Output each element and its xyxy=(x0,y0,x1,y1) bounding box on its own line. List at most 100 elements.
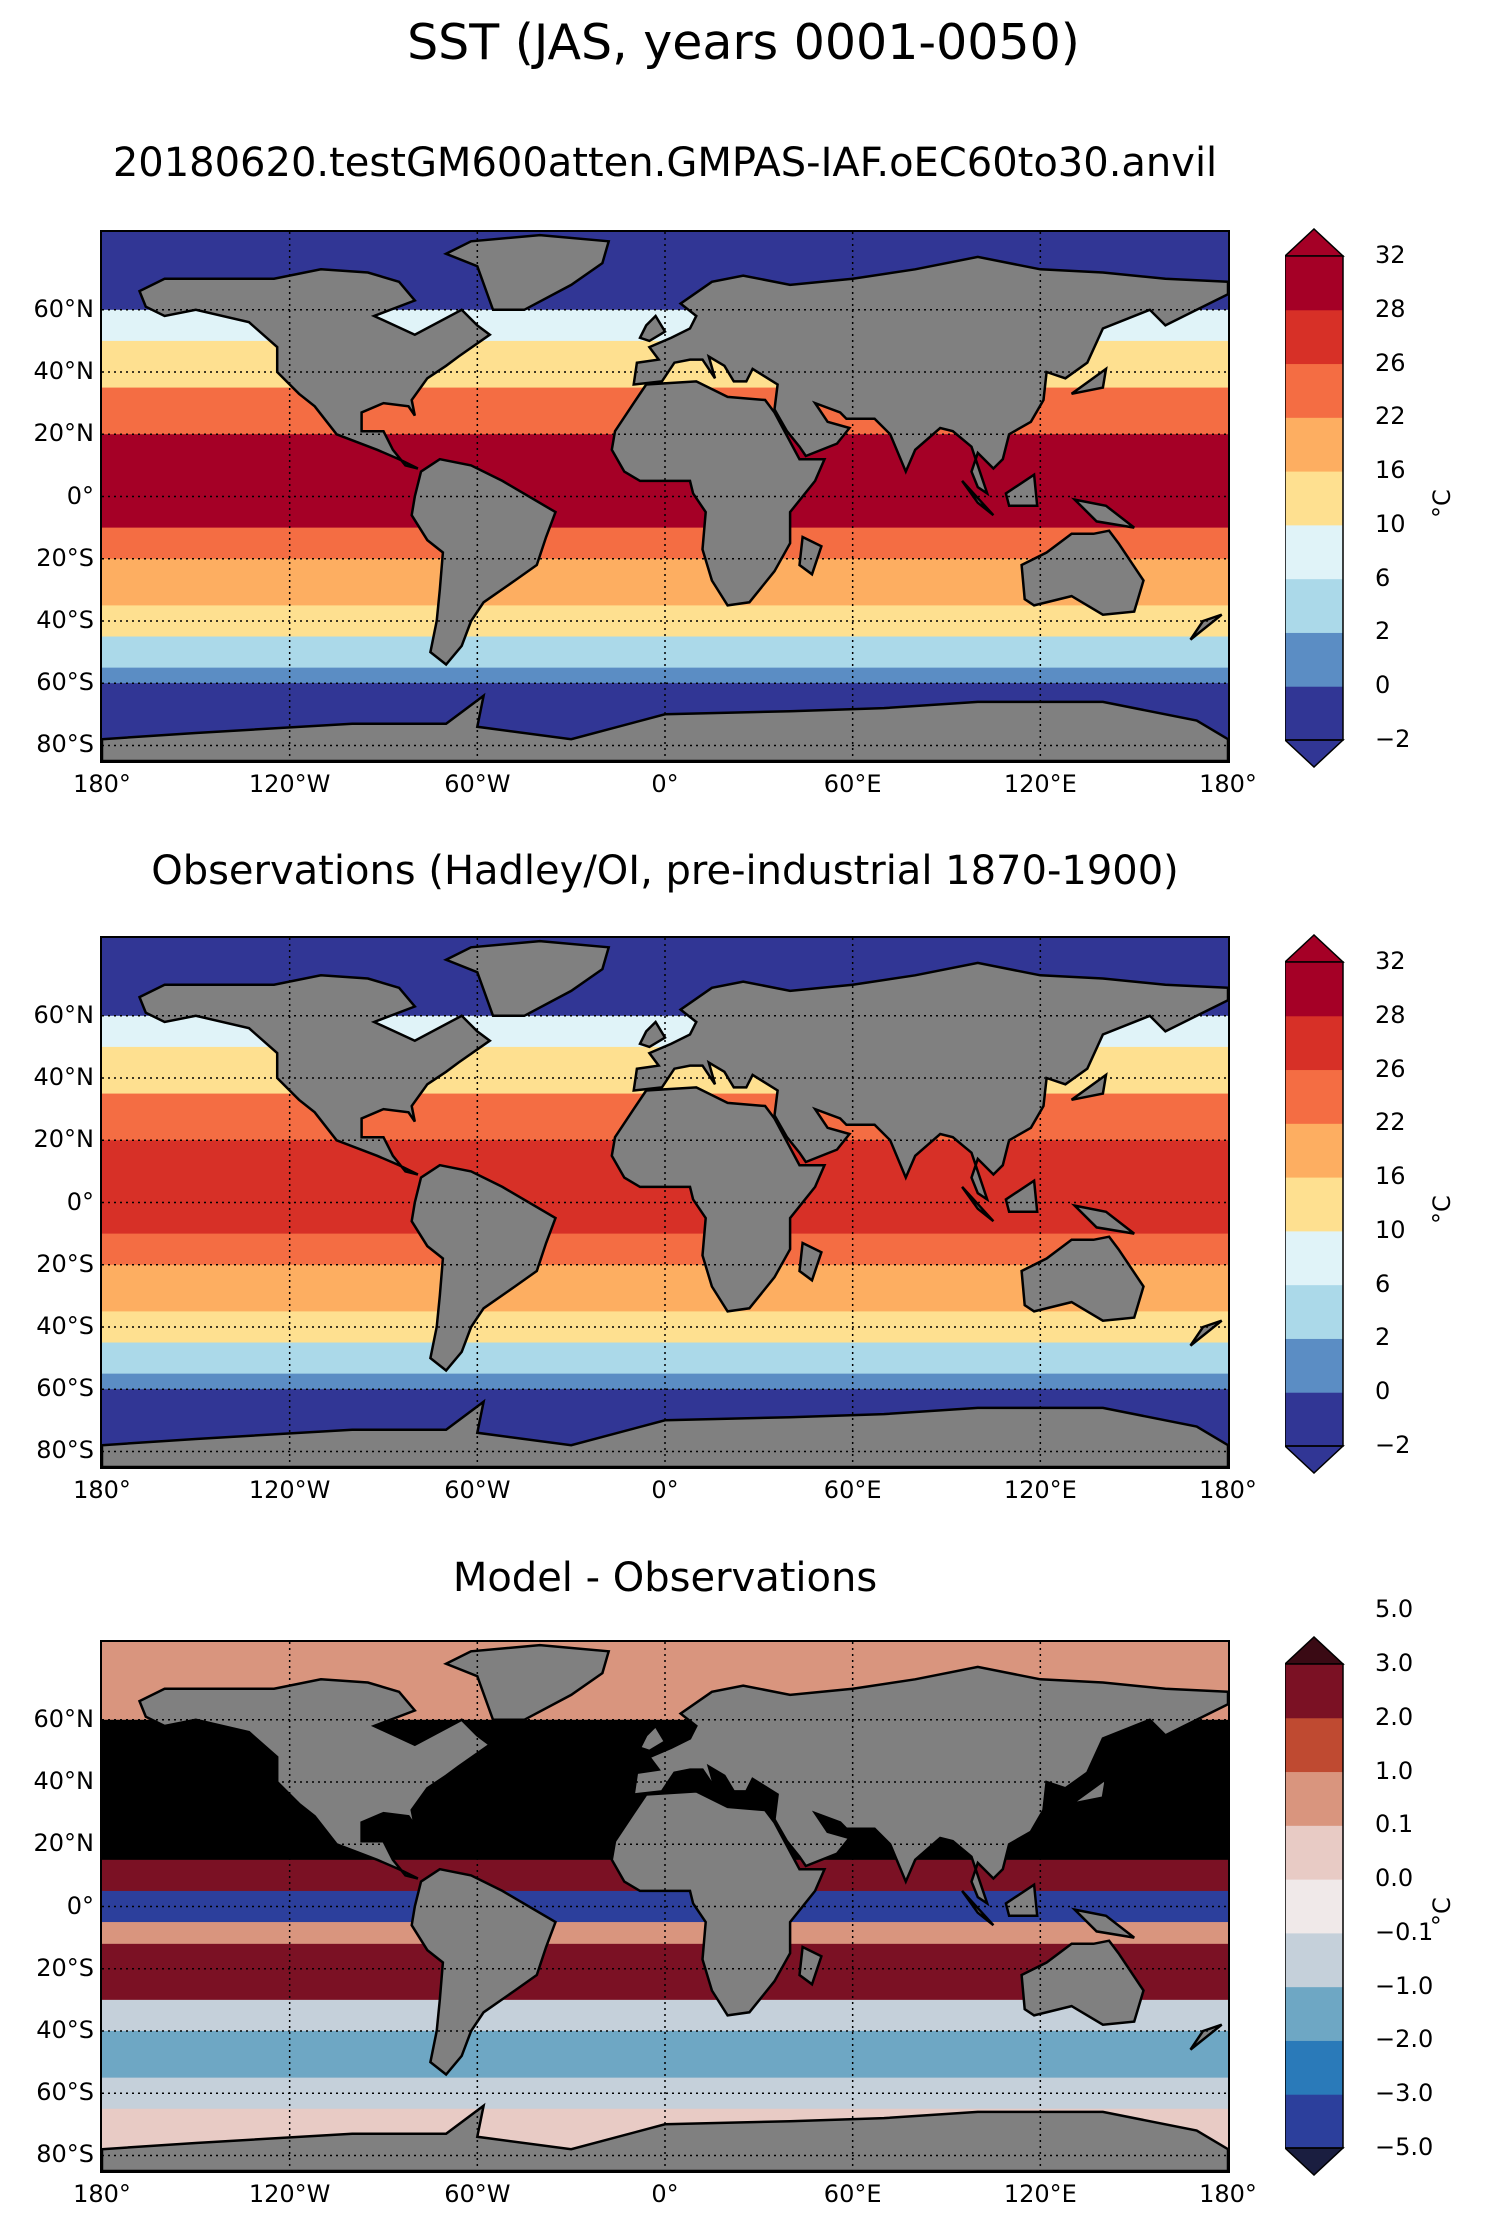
landmass-4 xyxy=(632,961,1228,1203)
landmass-7 xyxy=(961,1890,995,1927)
y-tick-label: 60°N xyxy=(33,294,95,323)
landmass-5 xyxy=(1020,1939,1145,2026)
colorbar-extend-high xyxy=(1283,227,1345,257)
colorbar-tick-label: 6 xyxy=(1375,1269,1391,1298)
colorbar-tick-label: 26 xyxy=(1375,348,1406,377)
colorbar-segment xyxy=(1285,1825,1343,1880)
colorbar-tick-label: −2 xyxy=(1375,1431,1411,1459)
colorbar-tick-label: 28 xyxy=(1375,294,1406,323)
colorbar-diff-svg xyxy=(1283,1635,1345,2177)
colorbar-segment xyxy=(1285,1664,1343,1719)
colorbar-segment xyxy=(1285,962,1343,1017)
landmass-10 xyxy=(798,1945,823,1987)
x-tick-label: 120°E xyxy=(1003,770,1077,798)
landmass-1 xyxy=(410,1867,558,2077)
landmass-9 xyxy=(1070,1203,1135,1235)
x-tick-label: 0° xyxy=(651,770,679,798)
colorbar-tick-label: −1.0 xyxy=(1375,1971,1434,2000)
colorbar-extend-low xyxy=(1283,1445,1345,1475)
colorbar-segment xyxy=(1285,524,1343,580)
colorbar-segment xyxy=(1285,1230,1343,1286)
y-tick-label: 60°S xyxy=(36,668,94,697)
x-tick-label: 180° xyxy=(1199,1476,1257,1504)
y-tick-label: 20°S xyxy=(36,543,94,572)
landmass-2 xyxy=(443,1643,611,1722)
colorbar-extend-low xyxy=(1283,2147,1345,2177)
landmass-8 xyxy=(1004,1178,1039,1214)
x-tick-label: 180° xyxy=(1199,770,1257,798)
x-tick-label: 120°E xyxy=(1003,1476,1077,1504)
y-tick-label: 60°N xyxy=(33,1000,95,1029)
colorbar-model-svg xyxy=(1283,227,1345,769)
landmass-8 xyxy=(1004,1882,1039,1918)
panel-title-model: 20180620.testGM600atten.GMPAS-IAF.oEC60t… xyxy=(112,140,1218,186)
colorbar-tick-label: 32 xyxy=(1375,241,1406,269)
colorbar-tick-label: 6 xyxy=(1375,563,1391,592)
x-tick-label: 120°E xyxy=(1003,2180,1077,2208)
landmass-12 xyxy=(1070,366,1108,396)
map-obs xyxy=(100,936,1230,1469)
colorbar-segment xyxy=(1285,1879,1343,1934)
colorbar-extend-low xyxy=(1283,739,1345,769)
x-tick-label: 60°E xyxy=(823,1476,882,1504)
landmass-0 xyxy=(137,974,492,1176)
landmass-9 xyxy=(1070,1907,1135,1939)
x-tick-label: 180° xyxy=(73,1476,131,1504)
colorbar-tick-label: 2.0 xyxy=(1375,1702,1414,1731)
map-diff-svg xyxy=(102,1642,1228,2171)
colorbar-segment xyxy=(1285,309,1343,365)
landmass-7 xyxy=(961,1186,995,1223)
colorbar-extend-high xyxy=(1283,1635,1345,1665)
y-tick-label: 40°S xyxy=(36,2015,94,2044)
x-tick-label: 120°W xyxy=(248,1476,331,1504)
colorbar-tick-label: 32 xyxy=(1375,947,1406,975)
colorbar-segment xyxy=(1285,2094,1343,2149)
colorbar-tick-label: 10 xyxy=(1375,1215,1406,1244)
colorbar-tick-label: 28 xyxy=(1375,1000,1406,1029)
map-model-svg xyxy=(102,232,1228,761)
colorbar-tick-label: 2 xyxy=(1375,617,1391,646)
colorbar-outline xyxy=(1284,961,1344,1447)
y-tick-label: 60°N xyxy=(33,1704,95,1733)
colorbar-tick-label: −2 xyxy=(1375,725,1411,753)
x-tick-label: 180° xyxy=(73,770,131,798)
landmass-11 xyxy=(638,1019,667,1049)
colorbar-segment xyxy=(1285,363,1343,418)
landmass-7 xyxy=(961,480,995,517)
colorbar-tick-label: 1.0 xyxy=(1375,1756,1414,1785)
colorbar-tick-label: 22 xyxy=(1375,402,1406,431)
colorbar-tick-label: 16 xyxy=(1375,1162,1406,1191)
y-tick-label: 40°N xyxy=(33,357,95,386)
landmass-11 xyxy=(638,313,667,343)
landmass-4 xyxy=(632,1665,1228,1907)
landmass-0 xyxy=(137,268,492,470)
colorbar-tick-label: −3.0 xyxy=(1375,2079,1434,2108)
colorbar-segment xyxy=(1285,686,1343,741)
x-tick-label: 0° xyxy=(651,1476,679,1504)
landmass-12 xyxy=(1070,1776,1108,1806)
colorbar-segment xyxy=(1285,1015,1343,1071)
y-tick-label: 20°N xyxy=(33,1829,95,1858)
colorbar-tick-label: 26 xyxy=(1375,1054,1406,1083)
landmass-9 xyxy=(1070,497,1135,529)
y-tick-label: 0° xyxy=(66,1187,94,1216)
colorbar-tick-label: 22 xyxy=(1375,1108,1406,1137)
y-tick-label: 80°S xyxy=(36,730,94,759)
landmass-10 xyxy=(798,535,823,577)
colorbar-outline xyxy=(1284,1663,1344,2149)
panel-title-obs: Observations (Hadley/OI, pre-industrial … xyxy=(151,848,1179,894)
map-obs-svg xyxy=(102,938,1228,1467)
y-tick-label: 60°S xyxy=(36,2078,94,2107)
x-tick-label: 180° xyxy=(73,2180,131,2208)
x-tick-label: 60°E xyxy=(823,2180,882,2208)
y-tick-label: 40°N xyxy=(33,1063,95,1092)
y-tick-label: 0° xyxy=(66,481,94,510)
landmass-11 xyxy=(638,1723,667,1753)
y-tick-label: 20°S xyxy=(36,1249,94,1278)
colorbar-segment xyxy=(1285,1284,1343,1339)
colorbar-segment xyxy=(1285,1392,1343,1447)
landmass-2 xyxy=(443,233,611,312)
colorbar-obs xyxy=(1283,933,1365,1478)
colorbar-tick-label: 2 xyxy=(1375,1323,1391,1352)
colorbar-segment xyxy=(1285,417,1343,472)
